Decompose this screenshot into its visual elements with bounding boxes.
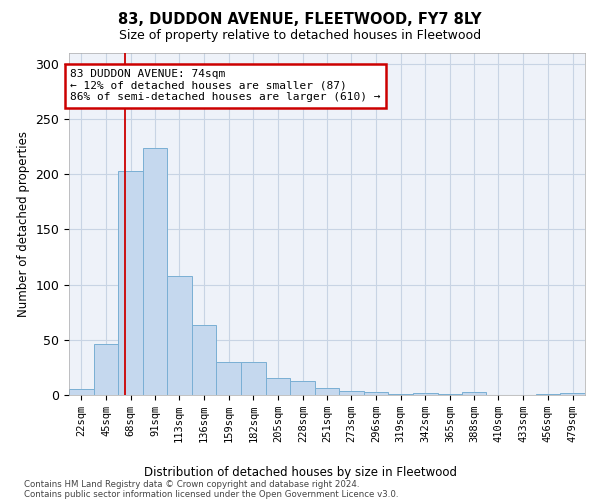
Text: 83, DUDDON AVENUE, FLEETWOOD, FY7 8LY: 83, DUDDON AVENUE, FLEETWOOD, FY7 8LY [118, 12, 482, 28]
Text: Distribution of detached houses by size in Fleetwood: Distribution of detached houses by size … [143, 466, 457, 479]
Bar [536, 394, 560, 395]
Bar [94, 344, 118, 395]
Bar [438, 394, 463, 395]
Bar [463, 392, 486, 395]
Bar [241, 362, 266, 395]
Bar [167, 276, 191, 395]
Text: Contains HM Land Registry data © Crown copyright and database right 2024.
Contai: Contains HM Land Registry data © Crown c… [24, 480, 398, 499]
Bar [266, 378, 290, 395]
Bar [118, 170, 143, 395]
Bar [191, 326, 216, 395]
Text: Size of property relative to detached houses in Fleetwood: Size of property relative to detached ho… [119, 29, 481, 42]
Y-axis label: Number of detached properties: Number of detached properties [17, 130, 30, 317]
Bar [290, 380, 315, 395]
Bar [69, 390, 94, 395]
Bar [388, 394, 413, 395]
Bar [143, 148, 167, 395]
Bar [364, 392, 388, 395]
Bar [339, 390, 364, 395]
Text: 83 DUDDON AVENUE: 74sqm
← 12% of detached houses are smaller (87)
86% of semi-de: 83 DUDDON AVENUE: 74sqm ← 12% of detache… [70, 69, 380, 102]
Bar [413, 393, 438, 395]
Bar [315, 388, 339, 395]
Bar [216, 362, 241, 395]
Bar [560, 393, 585, 395]
